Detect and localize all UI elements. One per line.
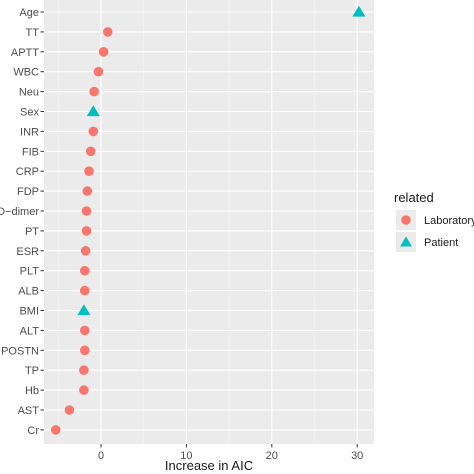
y-tick-label: ESR bbox=[16, 246, 39, 258]
y-tick-label: TT bbox=[26, 27, 40, 39]
y-tick-label: Hb bbox=[25, 385, 39, 397]
legend-title: related bbox=[394, 190, 434, 205]
y-tick-label: APTT bbox=[11, 47, 39, 59]
data-point-laboratory bbox=[88, 126, 99, 137]
data-point-laboratory bbox=[50, 425, 61, 435]
x-axis-title: Increase in AIC bbox=[165, 458, 253, 473]
y-tick-label: PT bbox=[25, 226, 39, 238]
data-point-laboratory bbox=[93, 66, 104, 77]
x-tick-label: 10 bbox=[180, 450, 192, 462]
data-point-laboratory bbox=[98, 47, 109, 57]
y-tick-label: Sex bbox=[20, 107, 39, 119]
data-points bbox=[50, 5, 366, 435]
y-tick-label: FDP bbox=[17, 186, 39, 198]
legend-marker-laboratory bbox=[401, 215, 411, 225]
y-tick-label: FIB bbox=[22, 146, 39, 158]
legend-label-patient: Patient bbox=[424, 237, 458, 249]
data-point-laboratory bbox=[79, 365, 89, 376]
data-point-laboratory bbox=[79, 385, 89, 395]
y-tick-label: WBC bbox=[13, 67, 39, 79]
x-tick-label: 20 bbox=[266, 450, 278, 462]
data-point-laboratory bbox=[80, 246, 91, 256]
y-tick-label: Age bbox=[19, 7, 39, 19]
y-tick-label: CRP bbox=[16, 166, 39, 178]
data-point-patient bbox=[86, 105, 100, 117]
y-tick-labels: Age TT APTT WBC Neu Sex INR FIB CRP FDP D−dimer PT E… bbox=[0, 7, 44, 437]
y-tick-label: AST bbox=[18, 405, 40, 417]
legend-marker-patient bbox=[400, 236, 412, 247]
plot-panel bbox=[44, 0, 374, 444]
data-point-laboratory bbox=[89, 86, 99, 97]
data-point-laboratory bbox=[84, 166, 94, 176]
data-point-laboratory bbox=[64, 405, 75, 415]
legend: related Laboratory Patient bbox=[394, 190, 474, 252]
data-point-laboratory bbox=[81, 206, 92, 216]
y-tick-label: D−dimer bbox=[0, 206, 39, 218]
y-tick-label: Cr bbox=[27, 425, 39, 437]
x-tick-labels: 0 10 20 30 bbox=[98, 444, 363, 462]
y-tick-label: TP bbox=[25, 365, 39, 377]
y-tick-label: ALB bbox=[18, 286, 39, 298]
data-point-laboratory bbox=[81, 226, 92, 236]
legend-label-laboratory: Laboratory bbox=[424, 215, 474, 227]
x-tick-label: 0 bbox=[98, 450, 104, 462]
data-point-laboratory bbox=[79, 285, 90, 296]
y-tick-label: BMI bbox=[19, 306, 39, 318]
x-tick-label: 30 bbox=[351, 450, 363, 462]
y-tick-label: INR bbox=[20, 126, 39, 138]
y-tick-label: ALT bbox=[20, 325, 40, 337]
y-tick-label: Neu bbox=[19, 87, 39, 99]
data-point-laboratory bbox=[79, 345, 90, 356]
data-point-laboratory bbox=[79, 265, 90, 276]
data-point-patient bbox=[352, 5, 366, 17]
data-point-laboratory bbox=[103, 27, 113, 37]
data-point-laboratory bbox=[82, 186, 93, 196]
data-point-laboratory bbox=[79, 325, 90, 336]
data-point-patient bbox=[77, 304, 91, 316]
data-point-laboratory bbox=[85, 146, 96, 157]
y-tick-label: POSTN bbox=[1, 345, 39, 357]
y-tick-label: PLT bbox=[20, 266, 40, 278]
